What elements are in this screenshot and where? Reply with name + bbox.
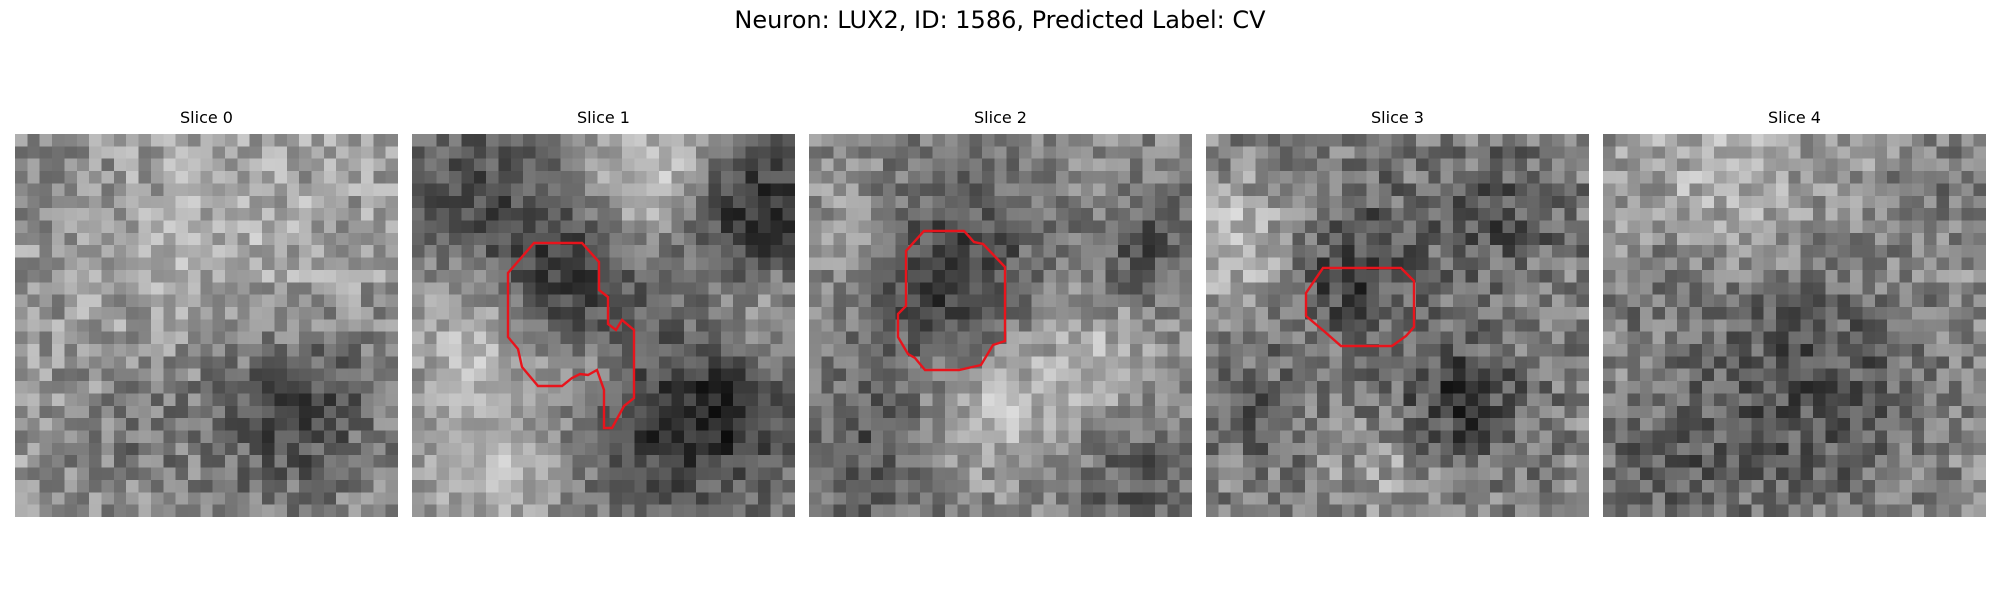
slice-noise-4	[1603, 134, 1986, 517]
slice-title-0: Slice 0	[180, 108, 233, 127]
slice-noise-0	[15, 134, 398, 517]
slice-noise-3	[1206, 134, 1589, 517]
roi-outline-3	[1304, 266, 1416, 348]
slice-image-1	[412, 134, 795, 517]
slice-title-3: Slice 3	[1371, 108, 1424, 127]
slice-noise-2	[809, 134, 1192, 517]
slice-panel-4: Slice 4	[1603, 106, 1986, 519]
slice-panel-2: Slice 2	[809, 106, 1192, 519]
slice-panel-0: Slice 0	[15, 106, 398, 519]
slice-title-1: Slice 1	[577, 108, 630, 127]
slice-panel-3: Slice 3	[1206, 106, 1589, 519]
slice-image-3	[1206, 134, 1589, 517]
slice-noise-1	[412, 134, 795, 517]
slice-panel-1: Slice 1	[412, 106, 795, 519]
slice-title-2: Slice 2	[974, 108, 1027, 127]
slice-image-4	[1603, 134, 1986, 517]
roi-outline-2	[896, 229, 1007, 372]
slice-title-4: Slice 4	[1768, 108, 1821, 127]
figure-title: Neuron: LUX2, ID: 1586, Predicted Label:…	[734, 6, 1266, 34]
slice-image-2	[809, 134, 1192, 517]
slice-image-0	[15, 134, 398, 517]
roi-outline-1	[506, 241, 636, 430]
